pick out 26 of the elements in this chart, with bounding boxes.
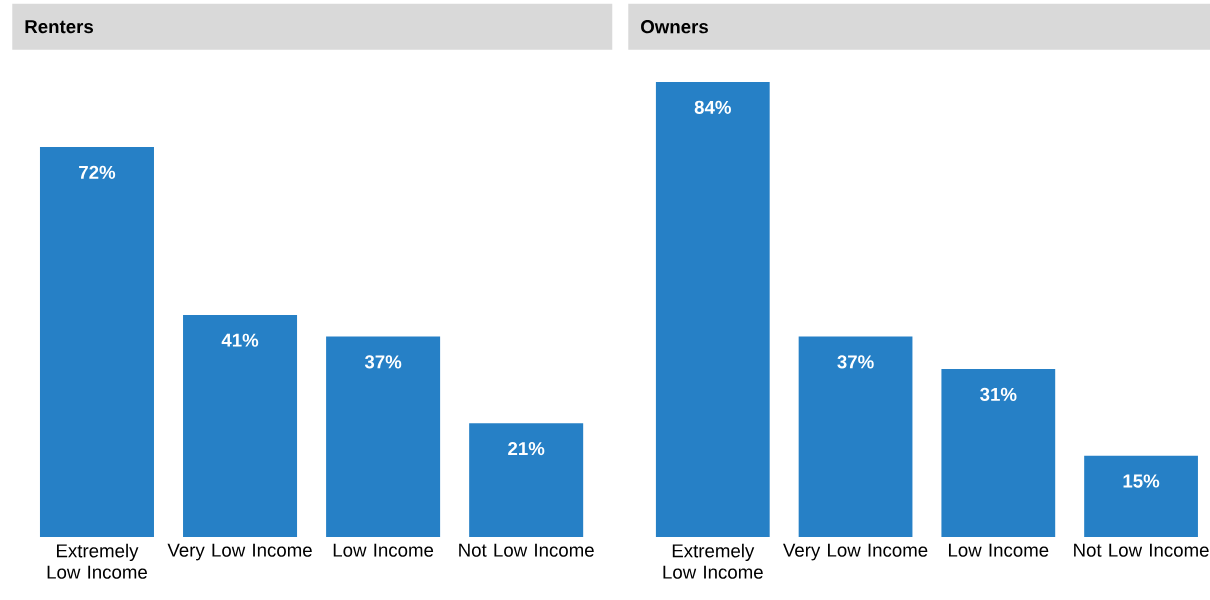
data-label: 31% (980, 387, 1017, 402)
bar (183, 314, 298, 537)
x-tick-label: Very Low Income (783, 543, 928, 561)
data-label: 41% (221, 333, 259, 347)
x-tick-label: Not Low Income (1074, 543, 1209, 557)
bar (655, 81, 770, 537)
x-tick-label: Very Low Income (167, 543, 312, 561)
x-tick-label: Extremely Low Income (663, 543, 763, 579)
bar (798, 336, 913, 537)
data-label: 21% (508, 441, 545, 456)
bar (469, 423, 584, 537)
bar (39, 147, 154, 537)
data-label: 37% (364, 355, 402, 369)
chart-title: Owners (641, 20, 708, 34)
bar (326, 336, 441, 537)
x-tick-label: Extremely Low Income (47, 543, 147, 579)
bar (941, 369, 1056, 537)
data-label: 72% (79, 165, 116, 179)
x-tick-label: Low Income (333, 543, 434, 557)
x-tick-label: Not Low Income (459, 543, 594, 557)
chart-title: Renters (25, 20, 93, 34)
bar (1084, 455, 1198, 537)
x-tick-label: Low Income (948, 543, 1049, 557)
data-label: 84% (694, 100, 731, 114)
data-label: 37% (837, 355, 874, 369)
data-label: 15% (1123, 474, 1160, 488)
